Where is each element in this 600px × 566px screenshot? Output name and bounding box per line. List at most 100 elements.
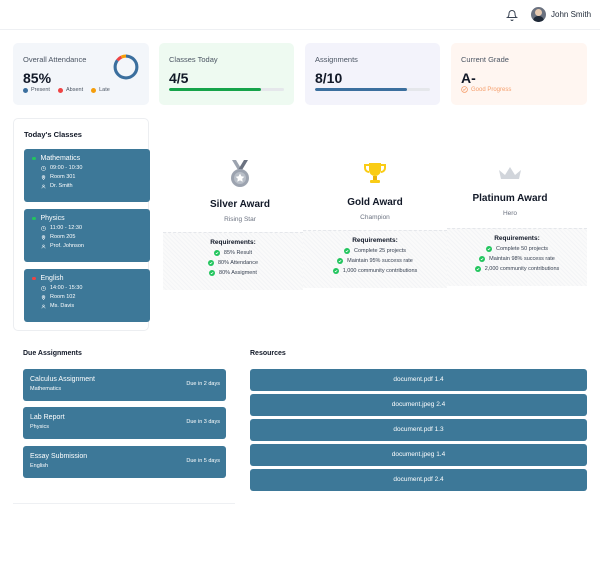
todays-classes-panel: Today's Classes Mathematics 09:00 - 10:3… — [13, 118, 150, 331]
assignment-title: Lab Report — [30, 414, 65, 421]
resource-item[interactable]: document.pdf 1.4 — [250, 369, 587, 391]
class-card-mathematics[interactable]: Mathematics 09:00 - 10:30 Room 301 Dr. S… — [24, 149, 150, 202]
award-platinum[interactable]: Platinum Award Hero — [463, 164, 557, 217]
crown-icon — [499, 167, 521, 179]
assignments-card: Assignments 8/10 — [305, 43, 440, 105]
classes-progress-bar — [169, 88, 284, 91]
requirements-title: Requirements: — [352, 237, 398, 244]
requirement-item: 2,000 community contributions — [447, 266, 587, 272]
requirement-item: 80% Attendance — [163, 260, 303, 266]
assignment-due: Due in 5 days — [186, 458, 220, 464]
award-silver[interactable]: Silver Award Rising Star — [193, 160, 287, 223]
assignment-title: Calculus Assignment — [30, 376, 95, 383]
bell-icon[interactable] — [506, 9, 518, 21]
assignment-item[interactable]: Lab Report Physics Due in 3 days — [23, 407, 226, 439]
check-icon — [474, 266, 481, 272]
top-bar: John Smith — [0, 0, 600, 30]
legend-absent: Absent — [57, 87, 83, 93]
assignment-subject: Physics — [30, 424, 49, 430]
awards-section: Silver Award Rising Star Gold Award Cham… — [163, 150, 587, 290]
award-title: Silver Award — [209, 199, 271, 210]
resource-item[interactable]: document.jpeg 2.4 — [250, 394, 587, 416]
class-time: 11:00 - 12:30 — [50, 225, 83, 231]
grade-note: Good Progress — [461, 86, 511, 93]
medal-icon — [231, 160, 249, 187]
status-dot — [32, 156, 36, 161]
classes-today-value: 4/5 — [169, 70, 189, 86]
requirement-item: 80% Assigment — [163, 270, 303, 276]
class-card-physics[interactable]: Physics 11:00 - 12:30 Room 205 Prof. Joh… — [24, 209, 150, 262]
user-icon — [41, 184, 46, 188]
check-icon — [209, 270, 216, 276]
assignments-label: Assignments — [315, 55, 358, 64]
clock-icon — [41, 285, 46, 291]
assignments-progress-bar — [315, 88, 430, 91]
class-teacher: Prof. Johnson — [50, 243, 84, 249]
requirement-item: Maintain 95% success rate — [303, 258, 447, 264]
award-gold[interactable]: Gold Award Champion — [328, 162, 422, 221]
requirement-item: 1,000 community contributions — [303, 268, 447, 274]
trophy-icon — [364, 163, 386, 183]
attendance-card: Overall Attendance 85% Present Absent La… — [13, 43, 149, 105]
legend-present: Present — [23, 87, 50, 93]
assignment-item[interactable]: Calculus Assignment Mathematics Due in 2… — [23, 369, 226, 401]
assignment-title: Essay Submission — [30, 453, 88, 460]
user-name[interactable]: John Smith — [551, 10, 592, 19]
status-dot — [32, 216, 36, 221]
assignments-value: 8/10 — [315, 70, 343, 86]
attendance-value: 85% — [23, 70, 52, 86]
check-icon — [486, 246, 492, 252]
resource-item[interactable]: document.jpeg 1.4 — [250, 444, 587, 466]
location-pin-icon — [41, 234, 46, 240]
award-title: Platinum Award — [472, 193, 548, 204]
award-title: Gold Award — [347, 197, 403, 208]
todays-classes-title: Today's Classes — [24, 130, 82, 139]
check-icon — [344, 248, 350, 254]
resource-item[interactable]: document.pdf 1.3 — [250, 419, 587, 441]
class-teacher: Ms. Davis — [50, 303, 75, 309]
platinum-requirements: Requirements: Complete 50 projects Maint… — [447, 228, 587, 286]
check-icon — [337, 258, 344, 264]
requirement-item: 85% Result — [163, 250, 303, 256]
award-subtitle: Champion — [360, 214, 390, 221]
assignment-due: Due in 3 days — [186, 419, 220, 425]
requirement-item: Maintain 98% success rate — [447, 256, 587, 262]
class-time: 09:00 - 10:30 — [50, 165, 83, 171]
assignment-due: Due in 2 days — [186, 381, 220, 387]
requirements-title: Requirements: — [494, 235, 540, 242]
class-card-english[interactable]: English 14:00 - 15:30 Room 102 Ms. Davis — [24, 269, 150, 322]
award-subtitle: Hero — [502, 210, 518, 217]
attendance-legend: Present Absent Late — [23, 87, 110, 93]
status-dot — [32, 276, 36, 281]
gold-requirements: Requirements: Complete 25 projects Maint… — [303, 230, 447, 288]
assignment-subject: English — [30, 463, 49, 469]
attendance-label: Overall Attendance — [23, 55, 87, 64]
location-pin-icon — [41, 174, 46, 180]
class-room: Room 102 — [50, 294, 76, 300]
class-teacher: Dr. Smith — [50, 183, 73, 189]
clock-icon — [41, 225, 46, 231]
clock-icon — [41, 165, 46, 171]
requirement-item: Complete 50 projects — [447, 246, 587, 252]
classes-today-label: Classes Today — [169, 55, 218, 64]
requirements-title: Requirements: — [210, 239, 256, 246]
due-assignments-panel — [13, 340, 235, 504]
grade-value: A- — [461, 70, 476, 86]
class-room: Room 301 — [50, 174, 76, 180]
class-time: 14:00 - 15:30 — [50, 285, 83, 291]
user-icon — [41, 304, 46, 308]
award-subtitle: Rising Star — [224, 216, 256, 223]
requirement-item: Complete 25 projects — [303, 248, 447, 254]
class-name: English — [40, 275, 64, 282]
check-circle-icon — [461, 86, 468, 93]
assignment-subject: Mathematics — [30, 386, 62, 392]
resource-item[interactable]: document.pdf 2.4 — [250, 469, 587, 491]
check-icon — [207, 260, 214, 266]
resources-title: Resources — [250, 350, 286, 357]
assignment-item[interactable]: Essay Submission English Due in 5 days — [23, 446, 226, 478]
class-room: Room 205 — [50, 234, 76, 240]
check-icon — [479, 256, 486, 262]
grade-label: Current Grade — [461, 55, 509, 64]
user-icon — [41, 244, 46, 248]
user-avatar[interactable] — [531, 7, 546, 22]
